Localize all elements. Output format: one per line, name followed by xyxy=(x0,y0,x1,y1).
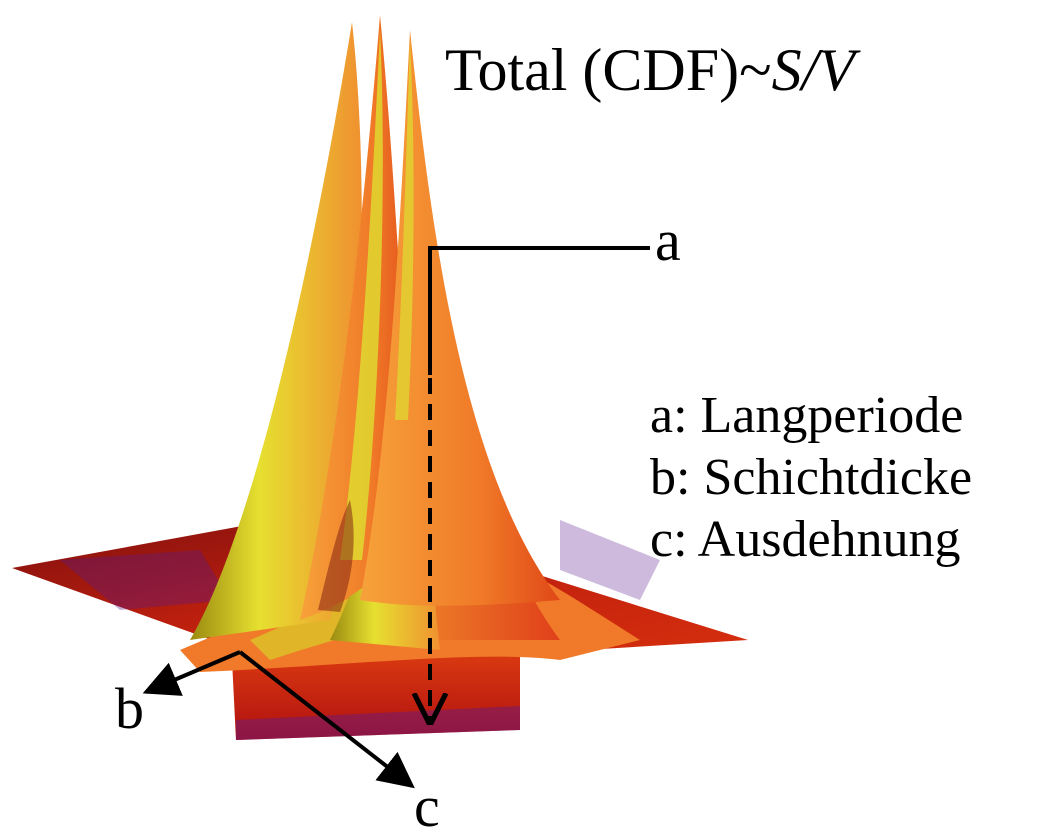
base-plane-shadow xyxy=(60,550,230,610)
pedestal-shadow xyxy=(236,706,520,740)
peak-ridge-yellow xyxy=(395,40,414,420)
label-c: c xyxy=(414,774,440,839)
peak-main-left xyxy=(190,22,362,640)
annotation-c-arrow xyxy=(238,650,415,789)
legend-item-c: c: Ausdehnung xyxy=(650,511,961,568)
label-a: a xyxy=(655,208,681,273)
legend-item-b: b: Schichtdicke xyxy=(650,449,973,506)
legend: a: Langperiode b: Schichtdicke c: Ausdeh… xyxy=(650,385,972,571)
peak-valley xyxy=(318,500,354,612)
figure-title: Total (CDF)~S/V xyxy=(445,40,855,100)
label-b: b xyxy=(115,676,144,741)
legend-item-a: a: Langperiode xyxy=(650,387,964,444)
title-prefix: Total (CDF)~ xyxy=(445,37,772,103)
annotation-a-line xyxy=(428,246,650,375)
title-italic: S/V xyxy=(771,37,855,103)
peak-ridge-yellow xyxy=(340,30,383,560)
annotation-b-arrow xyxy=(142,650,241,696)
base-plane-shadow xyxy=(560,520,660,600)
